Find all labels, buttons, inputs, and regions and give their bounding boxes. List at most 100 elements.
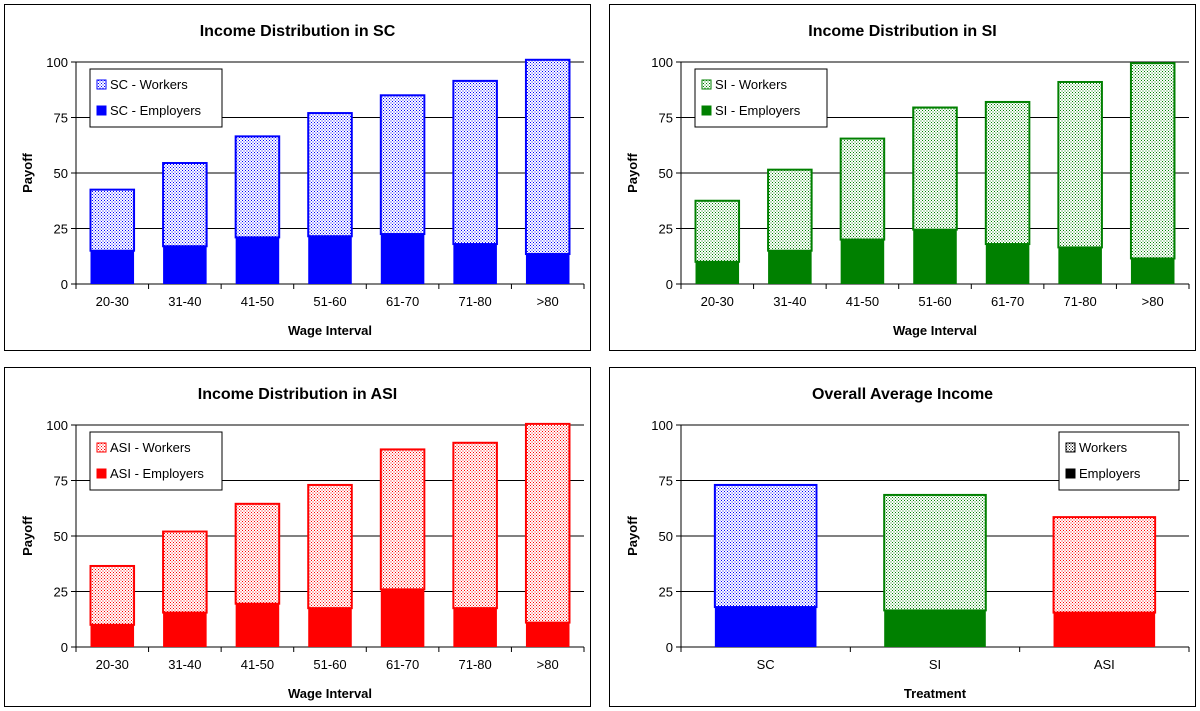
bar-si-employers-80: [1130, 258, 1175, 284]
bar-si-workers-41-50: [839, 137, 886, 241]
y-tick-label: 75: [54, 111, 68, 126]
y-tick-label: 100: [651, 55, 673, 70]
y-tick-label: 25: [659, 585, 673, 600]
x-tick-label: 61-70: [386, 294, 419, 309]
legend-box: [89, 68, 223, 128]
chart-asi: Income Distribution in ASI 0 25 50 75 100 20-3…: [20, 386, 585, 701]
bar-sc-employers-61-70: [380, 234, 425, 284]
bar-si-employers-61-70: [985, 244, 1030, 284]
bar-si-employers-20-30: [695, 261, 740, 284]
y-tick-label: 0: [666, 640, 673, 655]
chart-panel-si: Income Distribution in SI 0 25 50 75 100 20-30…: [609, 4, 1196, 351]
bar-asi-employers-51-60: [308, 608, 352, 647]
legend-swatch-workers: [1065, 442, 1076, 453]
bar-si-workers-80: [1129, 62, 1176, 260]
chart-title: Income Distribution in SI: [808, 23, 996, 40]
y-tick-label: 50: [659, 529, 673, 544]
x-tick-label: 71-80: [1064, 294, 1097, 309]
y-tick-label: 100: [46, 55, 68, 70]
legend-label-si-employers: SI - Employers: [715, 103, 801, 118]
legend-label-employers: Employers: [1079, 466, 1141, 481]
y-tick-label: 0: [61, 277, 68, 292]
bar-sc-workers-80: [524, 58, 571, 256]
bar-sc-workers-20-30: [89, 188, 136, 252]
y-tick-label: 75: [54, 474, 68, 489]
x-tick-label: ASI: [1094, 657, 1115, 672]
bar-sc-workers-31-40: [162, 162, 208, 248]
bar-employers-asi: [1053, 612, 1156, 647]
y-tick-label: 25: [54, 585, 68, 600]
y-tick-label: 75: [659, 474, 673, 489]
y-tick-label: 25: [659, 222, 673, 237]
x-tick-label: 31-40: [773, 294, 806, 309]
bar-asi-employers-41-50: [235, 603, 280, 647]
y-tick-label: 50: [659, 166, 673, 181]
legend-label-sc-employers: SC - Employers: [110, 103, 202, 118]
bar-sc-workers-71-80: [452, 79, 498, 246]
x-tick-label: 51-60: [313, 657, 346, 672]
y-axis-label: Payoff: [625, 152, 640, 192]
legend-box: [1058, 431, 1180, 491]
y-tick-label: 100: [651, 418, 673, 433]
bar-si-workers-61-70: [984, 100, 1031, 246]
legend-label-workers: Workers: [1079, 440, 1128, 455]
x-tick-label: 71-80: [459, 657, 492, 672]
bar-sc-employers-80: [525, 254, 570, 284]
legend-box: [89, 431, 223, 491]
bar-si-employers-41-50: [840, 239, 885, 284]
bar-asi-employers-31-40: [163, 612, 207, 647]
bar-asi-workers-41-50: [234, 502, 281, 605]
x-tick-label: 31-40: [168, 657, 201, 672]
y-tick-label: 100: [46, 418, 68, 433]
x-tick-label: 61-70: [386, 657, 419, 672]
x-tick-label: 71-80: [459, 294, 492, 309]
x-axis-label: Wage Interval: [288, 323, 372, 338]
x-tick-label: 51-60: [313, 294, 346, 309]
chart-panel-sc: Income Distribution in SC 0 25 50 75 100 20-30…: [4, 4, 591, 351]
bar-si-employers-51-60: [913, 229, 957, 284]
x-tick-label: 41-50: [846, 294, 879, 309]
y-tick-label: 0: [61, 640, 68, 655]
chart-sc: Income Distribution in SC 0 25 50 75 100 20-30…: [20, 23, 585, 338]
bar-employers-sc: [714, 607, 817, 647]
legend: Workers Employers: [1058, 431, 1180, 491]
x-tick-label: SI: [929, 657, 941, 672]
bar-asi-workers-80: [524, 422, 571, 624]
x-tick-label: 41-50: [241, 294, 274, 309]
legend-swatch-si-workers: [701, 79, 712, 90]
legend-swatch-asi-workers: [96, 442, 107, 453]
bar-si-employers-71-80: [1058, 247, 1102, 284]
bar-sc-employers-51-60: [308, 236, 352, 284]
bar-asi-employers-20-30: [90, 624, 135, 647]
x-tick-label: 31-40: [168, 294, 201, 309]
legend-label-asi-workers: ASI - Workers: [110, 440, 191, 455]
bar-si-employers-31-40: [768, 250, 812, 284]
bar-si-workers-71-80: [1057, 80, 1103, 249]
x-tick-label: 20-30: [701, 294, 734, 309]
bar-asi-workers-61-70: [379, 448, 426, 591]
legend-label-asi-employers: ASI - Employers: [110, 466, 204, 481]
chart-overall: Overall Average Income 0 25 50 75 100 SC SI ASI T…: [625, 386, 1190, 701]
bar-workers-si: [883, 493, 987, 612]
y-tick-label: 0: [666, 277, 673, 292]
bar-asi-workers-51-60: [307, 483, 353, 610]
chart-panel-asi: Income Distribution in ASI 0 25 50 75 100 20-3…: [4, 367, 591, 707]
legend: ASI - Workers ASI - Employers: [89, 431, 223, 491]
bar-sc-employers-31-40: [163, 246, 207, 284]
y-axis-label: Payoff: [625, 515, 640, 555]
legend-swatch-sc-employers: [96, 105, 107, 116]
bar-workers-asi: [1052, 516, 1157, 614]
bar-si-workers-31-40: [767, 168, 813, 252]
x-tick-label: 61-70: [991, 294, 1024, 309]
y-tick-label: 75: [659, 111, 673, 126]
bar-asi-workers-31-40: [162, 530, 208, 614]
bar-si-workers-20-30: [694, 199, 741, 263]
bar-asi-workers-20-30: [89, 564, 136, 626]
legend-swatch-si-employers: [701, 105, 712, 116]
y-axis-label: Payoff: [20, 515, 35, 555]
chart-title: Overall Average Income: [812, 386, 993, 403]
legend-label-sc-workers: SC - Workers: [110, 77, 188, 92]
x-axis-label: Wage Interval: [893, 323, 977, 338]
chart-si: Income Distribution in SI 0 25 50 75 100 20-30…: [625, 23, 1190, 338]
bar-sc-workers-61-70: [379, 94, 426, 236]
